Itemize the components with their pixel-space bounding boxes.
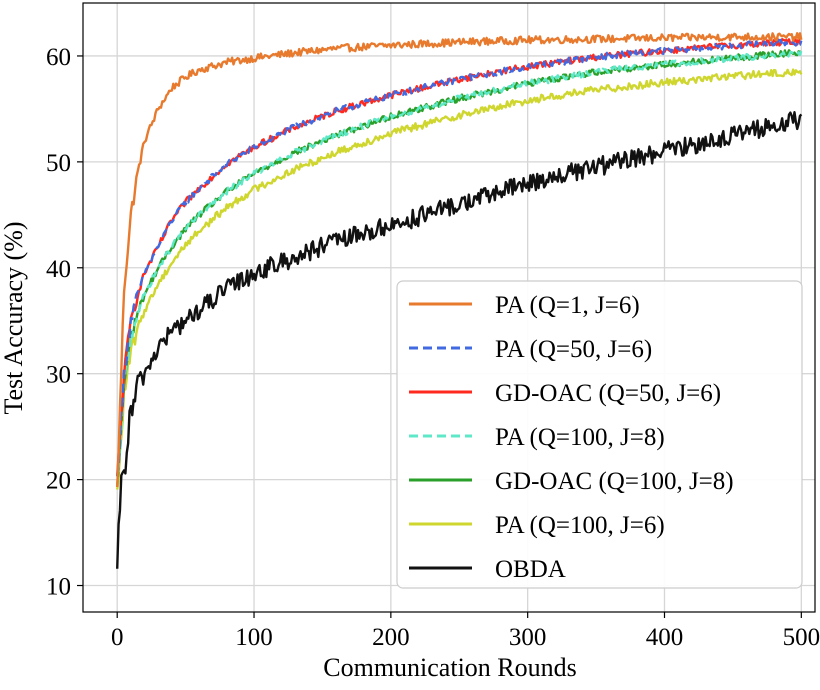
x-tick-label: 200 [372, 624, 410, 651]
series-group [116, 32, 803, 569]
axis-ticks: 0 100 200 300 400 500 10 20 30 40 50 60 [46, 44, 820, 651]
legend-label: PA (Q=1, J=6) [495, 292, 640, 319]
series-line [116, 68, 803, 490]
y-axis-label: Test Accuracy (%) [0, 221, 28, 414]
x-tick-label: 100 [235, 624, 273, 651]
y-tick-label: 50 [46, 150, 71, 177]
y-tick-label: 30 [46, 362, 71, 389]
x-tick-label: 300 [509, 624, 547, 651]
legend-box [396, 280, 803, 589]
x-tick-label: 400 [646, 624, 684, 651]
legend-label: GD-OAC (Q=100, J=8) [495, 468, 734, 495]
y-tick-label: 40 [46, 256, 71, 283]
x-tick-label: 500 [783, 624, 820, 651]
legend-label: PA (Q=100, J=6) [495, 512, 665, 539]
x-axis-label: Communication Rounds [323, 653, 577, 682]
series-line [116, 32, 803, 488]
series-line [116, 111, 803, 569]
legend-label: GD-OAC (Q=50, J=6) [495, 380, 721, 407]
y-tick-label: 10 [46, 574, 71, 601]
legend-label: OBDA [495, 556, 566, 583]
legend-label: PA (Q=100, J=8) [495, 424, 665, 451]
legend-label: PA (Q=50, J=6) [495, 336, 652, 363]
plot-frame [82, 2, 816, 613]
series-line [116, 50, 803, 487]
x-tick-label: 0 [111, 624, 124, 651]
legend: PA (Q=1, J=6) PA (Q=50, J=6) GD-OAC (Q=50,… [396, 280, 803, 589]
y-tick-label: 20 [46, 468, 71, 495]
series-line [116, 38, 803, 477]
y-tick-label: 60 [46, 44, 71, 71]
